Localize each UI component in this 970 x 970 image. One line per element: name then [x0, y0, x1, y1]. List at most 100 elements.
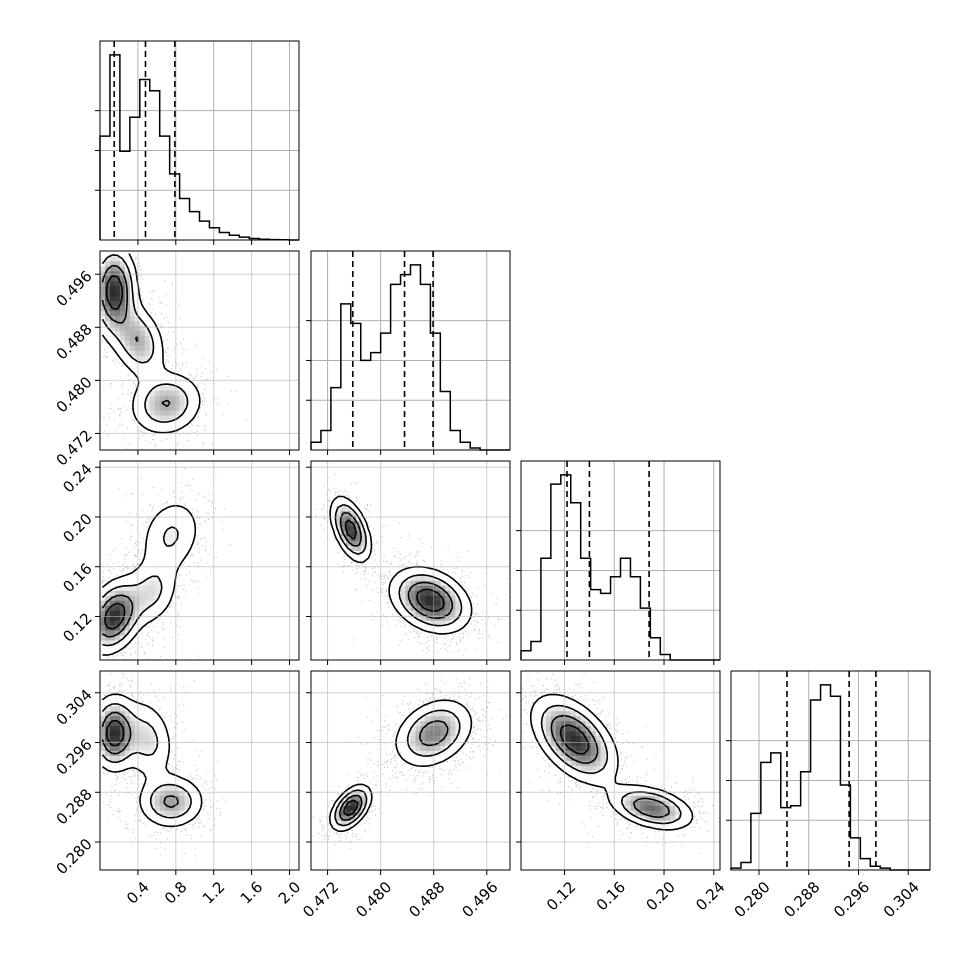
density-cell — [114, 290, 121, 297]
density-cell — [340, 520, 347, 527]
density-cell — [164, 750, 171, 756]
density-cell — [685, 815, 691, 821]
density-cell — [139, 735, 146, 742]
density-cell — [430, 750, 436, 756]
density-cell — [400, 725, 406, 732]
density-cell — [104, 305, 111, 312]
density-cell — [104, 260, 111, 267]
density-cell — [445, 580, 451, 586]
density-cell — [119, 580, 126, 586]
density-cell — [129, 590, 136, 596]
density-cell — [550, 740, 557, 747]
density-cell — [620, 800, 626, 806]
density-cell — [410, 745, 416, 752]
density-cell — [184, 815, 190, 821]
density-cell — [164, 380, 171, 386]
density-cell — [119, 755, 126, 761]
density-cell — [159, 540, 166, 546]
density-cell — [435, 600, 441, 606]
density-cell — [580, 765, 587, 771]
density-cell — [124, 340, 131, 346]
density-cell — [455, 705, 461, 712]
density-cell — [144, 335, 151, 341]
density-cell — [119, 600, 126, 606]
density-cell — [560, 740, 567, 747]
density-cell — [630, 805, 636, 811]
density-cell — [159, 405, 166, 411]
density-cell — [625, 785, 631, 791]
density-cell — [154, 420, 161, 426]
density-cell — [450, 745, 456, 752]
density-cell — [100, 590, 106, 596]
density-cell — [615, 785, 621, 791]
density-cell — [355, 540, 362, 546]
density-cell — [545, 715, 552, 722]
density-cell — [104, 765, 111, 771]
density-cell — [100, 705, 106, 712]
density-cell — [114, 745, 121, 752]
density-cell — [335, 535, 342, 542]
density-cell — [575, 755, 582, 761]
density-cell — [149, 780, 156, 786]
density-cell — [410, 600, 416, 606]
density-cell — [104, 635, 111, 641]
density-cell — [420, 720, 426, 727]
density-cell — [575, 735, 582, 742]
density-cell — [149, 585, 156, 591]
density-cell — [420, 575, 426, 581]
density-cell — [174, 405, 181, 411]
density-cell — [104, 595, 111, 601]
density-cell — [440, 630, 446, 636]
density-cell — [685, 805, 691, 811]
density-cell — [189, 395, 195, 401]
density-cell — [109, 625, 116, 631]
density-cell — [455, 585, 461, 591]
density-cell — [114, 720, 121, 727]
density-cell — [670, 795, 676, 801]
histogram-step-3 — [730, 684, 930, 871]
density-cell — [675, 815, 681, 821]
density-cell — [605, 735, 611, 742]
density-cell — [154, 405, 161, 411]
density-cell — [405, 580, 411, 586]
density-cell — [119, 720, 126, 727]
density-cell — [560, 700, 567, 707]
density-cell — [104, 600, 111, 606]
density-cell — [630, 815, 636, 821]
density-cell — [164, 395, 171, 401]
density-cell — [555, 700, 562, 707]
density-cell — [565, 735, 572, 742]
density-cell — [555, 750, 562, 756]
density-cell — [350, 530, 357, 537]
density-cell — [635, 785, 641, 791]
density-cell — [460, 740, 466, 747]
density-cell — [100, 265, 106, 272]
density-cell — [600, 750, 606, 756]
density-cell — [119, 575, 126, 581]
density-cell — [169, 785, 176, 791]
histogram-step-0 — [99, 54, 299, 241]
density-cell — [139, 565, 146, 571]
density-cell — [600, 730, 606, 737]
density-cell — [455, 735, 461, 742]
density-cell — [395, 735, 401, 742]
density-cell — [124, 625, 131, 631]
density-cell — [465, 600, 471, 606]
density-cell — [154, 575, 161, 581]
density-cell — [440, 730, 446, 737]
density-cell — [104, 750, 111, 756]
density-cell — [435, 730, 441, 737]
density-cell — [630, 795, 636, 801]
density-cell — [445, 610, 451, 616]
density-cell — [425, 590, 431, 596]
density-cell — [184, 530, 190, 537]
density-cell — [440, 750, 446, 756]
density-cell — [410, 605, 416, 611]
density-cell — [179, 815, 185, 821]
density-cell — [154, 525, 161, 532]
density-cell — [164, 565, 171, 571]
panel-frame — [310, 460, 511, 661]
density-cell — [124, 350, 131, 356]
density-cell — [650, 800, 656, 806]
density-cell — [610, 740, 616, 747]
